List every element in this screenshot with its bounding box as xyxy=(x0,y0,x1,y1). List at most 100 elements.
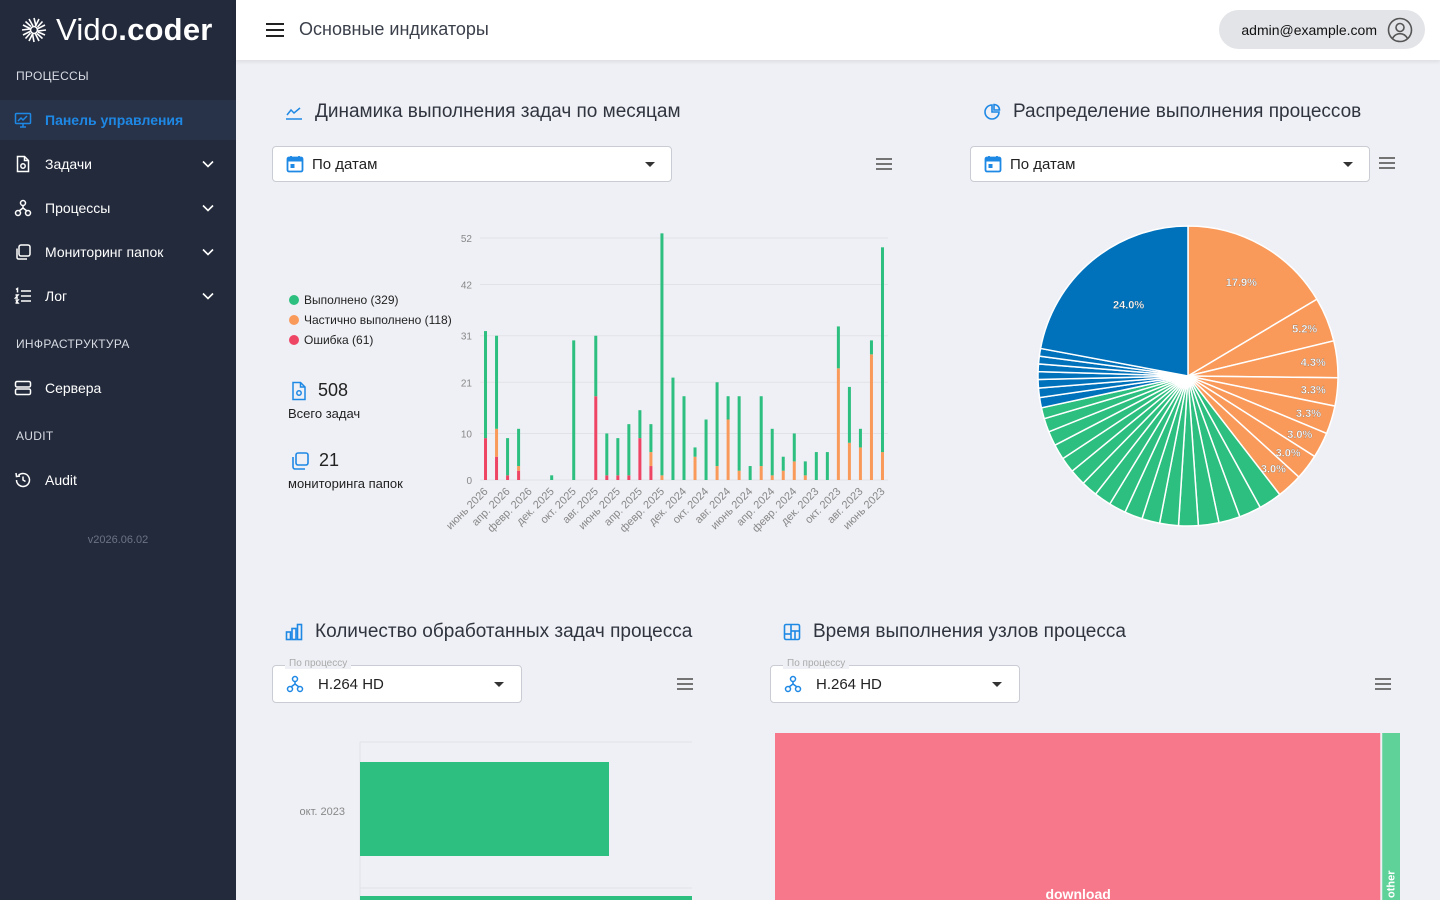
sidebar-item-processes[interactable]: Процессы xyxy=(0,188,236,228)
sidebar-item-dashboard[interactable]: Панель управления xyxy=(0,100,236,140)
process-tree-icon xyxy=(13,198,33,218)
distribution-pie-chart: 17.9% 5.2% 4.3% 3.3% 3.3% 3.0% 3.0% 3.0% 24.0% xyxy=(1037,225,1339,527)
bar-segment xyxy=(649,452,653,467)
bar-segment xyxy=(847,386,851,443)
bar-segment xyxy=(649,424,653,453)
dropdown-arrow-icon xyxy=(494,682,504,687)
user-email: admin@example.com xyxy=(1241,21,1377,38)
bar-segment xyxy=(770,475,774,480)
bar-segment xyxy=(792,461,796,480)
bar-segment xyxy=(814,452,818,480)
y-tick-label: 10 xyxy=(461,429,473,440)
select-value: H.264 HD xyxy=(318,675,384,693)
distribution-date-filter[interactable]: По датам xyxy=(970,146,1370,182)
sidebar-item-log[interactable]: Лог xyxy=(0,276,236,316)
monthly-date-filter[interactable]: По датам xyxy=(272,146,672,182)
monthly-chart-title: Динамика выполнения задач по месяцам xyxy=(285,101,681,123)
card-title-text: Время выполнения узлов процесса xyxy=(813,621,1126,642)
sidebar-item-servers[interactable]: Сервера xyxy=(0,368,236,408)
bar-segment xyxy=(660,233,664,476)
y-tick-label: 42 xyxy=(461,281,473,292)
process-count-chart: окт. 2023 xyxy=(300,741,692,900)
bar-segment xyxy=(737,470,741,480)
treemap-label: download xyxy=(1045,886,1110,900)
dropdown-arrow-icon xyxy=(645,162,655,167)
bar-segment xyxy=(594,335,598,397)
sidebar-item-label: Мониторинг папок xyxy=(45,244,164,260)
bar-segment xyxy=(484,331,488,439)
sidebar-item-folders[interactable]: Мониторинг папок xyxy=(0,232,236,272)
pie-slice xyxy=(1187,225,1318,378)
app-version: v2026.06.02 xyxy=(87,534,149,546)
top-bar: Основные индикаторы admin@example.com xyxy=(236,0,1440,60)
count-process-filter[interactable]: По процессу H.264 HD xyxy=(272,658,522,703)
bar-segment xyxy=(748,466,752,480)
sidebar-item-label: Лог xyxy=(45,288,68,304)
card-title-text: Распределение выполнения процессов xyxy=(1013,101,1362,122)
menu-icon[interactable] xyxy=(264,20,286,40)
user-menu-button[interactable]: admin@example.com xyxy=(1219,10,1425,49)
pie-label: 3.3% xyxy=(1301,384,1326,396)
bar-segment xyxy=(660,475,664,480)
chart-menu-icon[interactable] xyxy=(676,677,694,691)
legend-label: Ошибка (61) xyxy=(304,333,374,347)
bar-segment xyxy=(781,456,785,471)
dropdown-arrow-icon xyxy=(1343,162,1353,167)
folders-copy-icon xyxy=(13,242,33,262)
numbered-list-icon xyxy=(13,286,33,306)
bar-segment xyxy=(594,396,598,480)
bar-segment xyxy=(726,419,730,480)
chart-menu-icon[interactable] xyxy=(875,157,893,171)
legend-item-partial[interactable]: Частично выполнено (118) xyxy=(289,310,452,330)
chart-menu-icon[interactable] xyxy=(1378,156,1396,170)
treemap-cell xyxy=(1382,733,1400,900)
legend-label: Частично выполнено (118) xyxy=(304,313,452,327)
line-chart-icon xyxy=(285,103,303,121)
pie-label: 24.0% xyxy=(1113,299,1144,311)
bar-segment xyxy=(627,475,631,480)
bar xyxy=(360,896,692,900)
bar xyxy=(360,762,609,856)
legend-item-error[interactable]: Ошибка (61) xyxy=(289,330,452,350)
bar-segment xyxy=(517,466,521,471)
logo[interactable]: Vido.coder xyxy=(20,8,213,52)
sidebar-item-label: Процессы xyxy=(45,200,111,216)
sidebar-item-audit[interactable]: Audit xyxy=(0,460,236,500)
bar-segment xyxy=(693,447,697,457)
bar-segment xyxy=(869,354,873,480)
server-icon xyxy=(13,378,33,398)
select-floating-label: По процессу xyxy=(285,658,352,669)
card-title-text: Количество обработанных задач процесса xyxy=(315,621,693,642)
bar-segment xyxy=(671,377,675,480)
timing-chart-title: Время выполнения узлов процесса xyxy=(783,621,1126,643)
monitor-icon xyxy=(13,110,33,130)
task-file-icon xyxy=(292,381,306,400)
bar-segment xyxy=(605,433,609,476)
treemap-label: other xyxy=(1386,870,1398,898)
sidebar-item-tasks[interactable]: Задачи xyxy=(0,144,236,184)
bar-segment xyxy=(484,438,488,480)
bar-segment xyxy=(825,452,829,480)
y-tick-label: окт. 2023 xyxy=(300,806,345,818)
bar-segment xyxy=(495,456,499,480)
calendar-icon xyxy=(286,156,304,173)
logo-text-light: Vido xyxy=(56,12,119,47)
bar-segment xyxy=(715,466,719,480)
bar-chart-icon xyxy=(285,623,303,641)
bar-segment xyxy=(627,424,631,476)
chart-menu-icon[interactable] xyxy=(1374,677,1392,691)
node-timing-treemap: download other xyxy=(775,733,1400,900)
timing-process-filter[interactable]: По процессу H.264 HD xyxy=(770,658,1020,703)
logo-text-bold: .coder xyxy=(118,12,213,47)
y-tick-label: 21 xyxy=(461,378,473,389)
dropdown-arrow-icon xyxy=(992,682,1002,687)
section-processes: ПРОЦЕССЫ xyxy=(16,69,89,83)
bar-segment xyxy=(682,396,686,480)
legend-item-done[interactable]: Выполнено (329) xyxy=(289,290,452,310)
treemap-cell xyxy=(775,733,1381,900)
bar-segment xyxy=(880,247,884,453)
bar-segment xyxy=(550,475,554,480)
bar-segment xyxy=(836,368,840,480)
distribution-chart-title: Распределение выполнения процессов xyxy=(983,101,1361,123)
